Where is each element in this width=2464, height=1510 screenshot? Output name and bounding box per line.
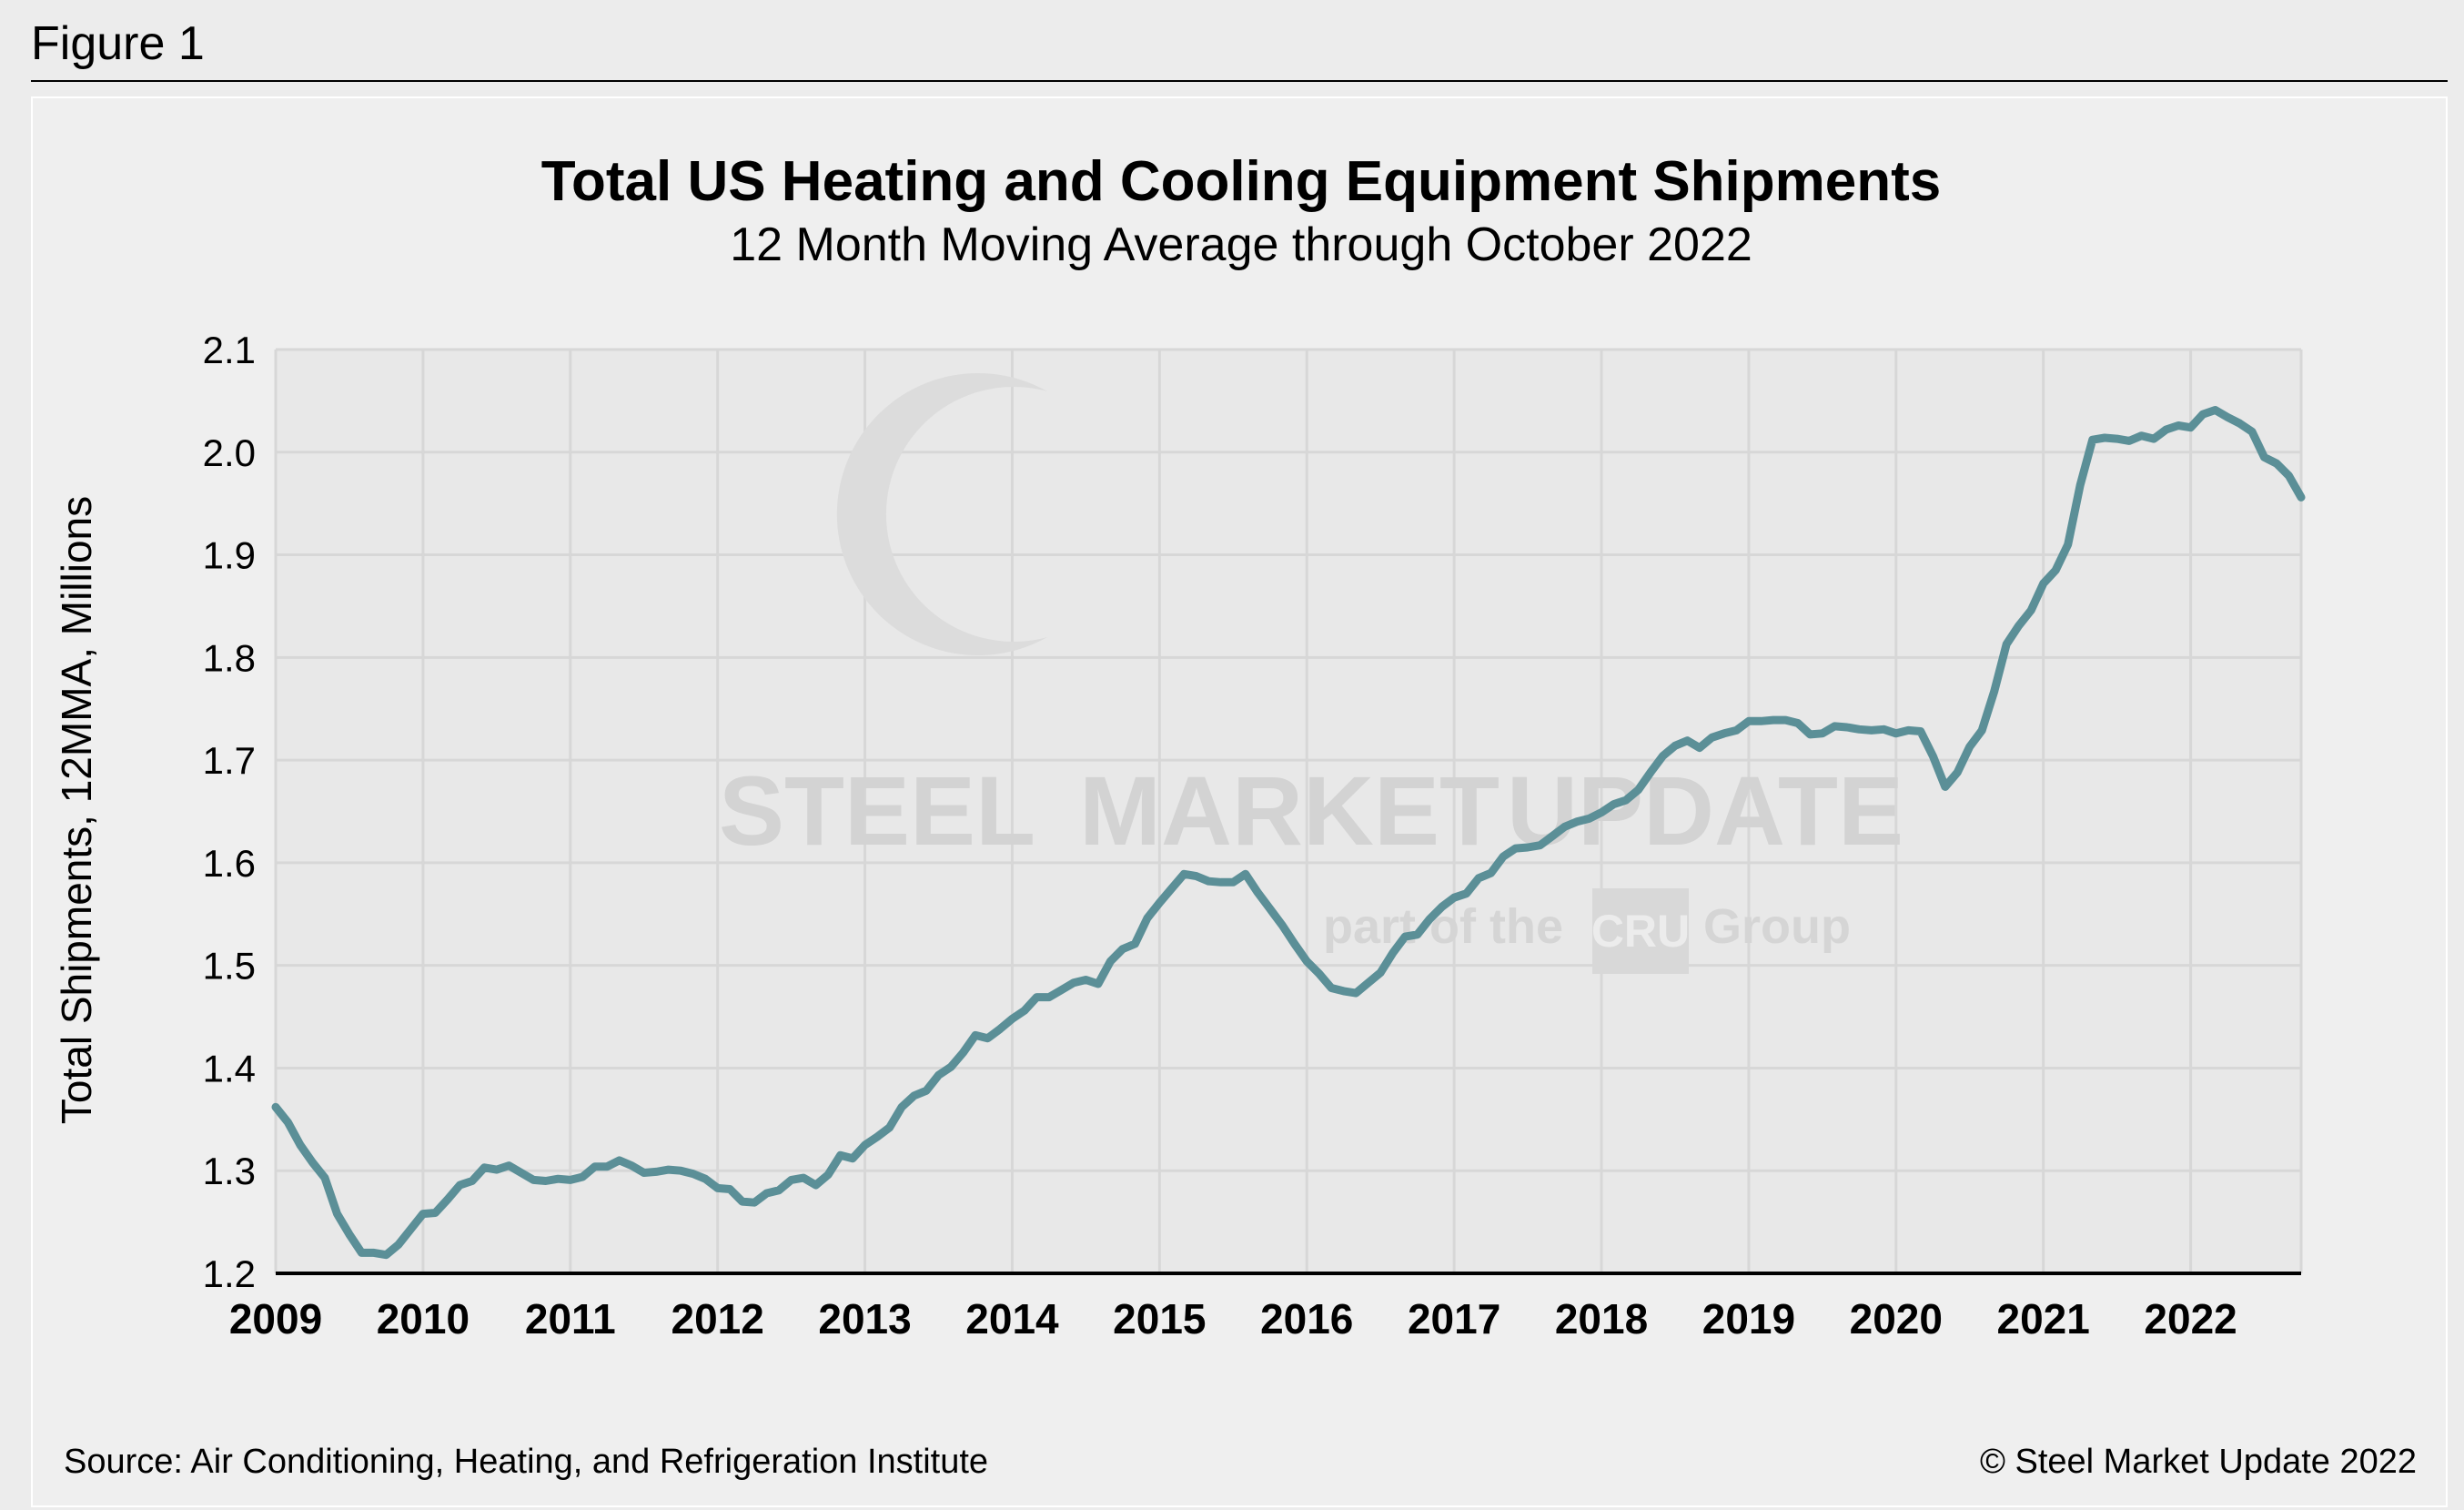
x-tick-label: 2014 [965,1295,1059,1343]
x-tick-label: 2022 [2144,1295,2237,1343]
figure-label: Figure 1 [31,17,205,70]
x-tick-label: 2020 [1850,1295,1943,1343]
cru-logo-box [1592,888,1689,974]
x-tick-label: 2018 [1555,1295,1648,1343]
y-tick-label: 2.0 [203,431,256,474]
series-line-shipments [271,406,2306,1260]
x-tick-label: 2013 [818,1295,911,1343]
x-tick-label: 2009 [229,1295,322,1343]
x-tick-label: 2021 [1997,1295,2090,1343]
y-axis-label: Total Shipments, 12MMA, Millions [53,496,100,1124]
y-tick-label: 1.9 [203,534,256,577]
watermark-group: Group [1703,899,1851,954]
series-group [271,406,2306,1260]
y-tick-label: 1.7 [203,739,256,782]
top-divider [31,80,2448,82]
chart-panel: Total US Heating and Cooling Equipment S… [31,96,2448,1507]
y-tick-label: 1.2 [203,1252,256,1295]
plot-area [276,350,2301,1272]
y-axis-tick-labels: 1.2 1.3 1.4 1.5 1.6 1.7 1.8 1.9 2.0 2.1 [203,329,256,1295]
x-tick-label: 2012 [672,1295,764,1343]
copyright-note: © Steel Market Update 2022 [1980,1443,2417,1481]
watermark-update: UPDATE [1507,755,1904,866]
chart-svg: Total US Heating and Cooling Equipment S… [53,150,2417,1481]
x-tick-label: 2015 [1113,1295,1206,1343]
y-tick-label: 1.8 [203,636,256,679]
x-tick-label: 2017 [1408,1295,1500,1343]
y-tick-label: 1.4 [203,1047,256,1089]
watermark-steel: STEEL [719,755,1035,866]
watermark-market: MARKET [1079,755,1500,866]
x-tick-label: 2019 [1702,1295,1795,1343]
watermark-cru: CRU [1591,906,1690,957]
y-tick-label: 1.6 [203,842,256,885]
chart-subtitle: 12 Month Moving Average through October … [730,218,1752,271]
x-tick-label: 2010 [377,1295,470,1343]
y-tick-label: 2.1 [203,329,256,371]
x-tick-label: 2011 [525,1295,616,1343]
source-note: Source: Air Conditioning, Heating, and R… [64,1443,988,1481]
y-tick-label: 1.3 [203,1150,256,1192]
chart-title: Total US Heating and Cooling Equipment S… [541,150,1942,213]
x-axis-tick-labels: 2009 2010 2011 2012 2013 2014 2015 2016 2017 2018… [229,1295,2237,1343]
gridlines [274,348,2303,1273]
x-tick-label: 2016 [1260,1295,1353,1343]
watermark-logo-arc [836,373,1047,656]
y-tick-label: 1.5 [203,945,256,988]
